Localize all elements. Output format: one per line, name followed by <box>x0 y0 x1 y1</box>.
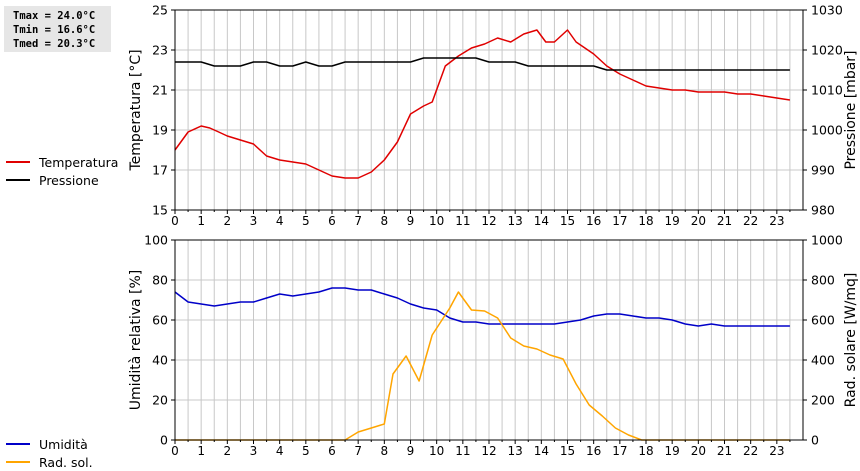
x-tick-label: 8 <box>381 444 389 458</box>
series-line-pressione <box>175 57 790 71</box>
x-tick-label: 21 <box>717 444 732 458</box>
x-tick-label: 0 <box>171 444 179 458</box>
x-tick-label: 4 <box>276 214 284 228</box>
x-tick-label: 14 <box>534 214 549 228</box>
chart-top: 0 1 2 3 4 5 6 7 8 9 10 11 12 13 14 15 16 17 18 19 20 21 22 2315… <box>128 3 859 229</box>
y2-tick-label: 200 <box>811 393 835 408</box>
y2-tick-label: 990 <box>811 163 835 178</box>
x-tick-label: 10 <box>429 214 444 228</box>
y-tick-label: 17 <box>152 163 168 178</box>
y-tick-label: 15 <box>152 203 168 218</box>
x-tick-label: 1 <box>197 444 205 458</box>
x-tick-label: 3 <box>250 444 258 458</box>
x-tick-label: 13 <box>508 214 523 228</box>
legend-swatch-rad-sol <box>6 461 30 463</box>
legend-label-pressione: Pressione <box>39 172 99 188</box>
x-tick-label: 16 <box>586 214 601 228</box>
y-tick-label: 23 <box>152 43 168 58</box>
series-line-temperatura <box>174 29 791 179</box>
x-tick-label: 4 <box>276 444 284 458</box>
x-tick-label: 2 <box>224 214 232 228</box>
legend-item-umidita: Umidità <box>6 435 93 453</box>
y2-tick-label: 600 <box>811 313 835 328</box>
x-tick-label: 17 <box>612 214 627 228</box>
x-tick-label: 18 <box>638 444 653 458</box>
y2-tick-label: 1030 <box>811 3 843 18</box>
x-tick-label: 1 <box>197 214 205 228</box>
x-tick-label: 7 <box>354 444 362 458</box>
x-tick-label: 14 <box>534 444 549 458</box>
y-tick-label: 60 <box>152 313 168 328</box>
y2-tick-label: 0 <box>811 433 819 448</box>
series-line-rad-sol- <box>175 291 790 441</box>
y2-tick-label: 1020 <box>811 43 843 58</box>
stat-tmed: Tmed = 20.3°C <box>13 38 96 50</box>
x-tick-label: 3 <box>250 214 258 228</box>
y-tick-label: 19 <box>152 123 168 138</box>
x-tick-label: 18 <box>638 214 653 228</box>
x-tick-label: 2 <box>224 444 232 458</box>
legend-label-temperatura: Temperatura <box>39 154 119 170</box>
y2-tick-label: 1010 <box>811 83 843 98</box>
y-tick-label: 20 <box>152 393 168 408</box>
x-tick-label: 9 <box>407 214 415 228</box>
x-tick-label: 23 <box>769 214 784 228</box>
chart-bottom: 0 1 2 3 4 5 6 7 8 9 10 11 12 13 14 15 16 17 18 19 20 21 22 2302… <box>128 233 859 459</box>
x-tick-label: 15 <box>560 444 575 458</box>
y-tick-label: 80 <box>152 273 168 288</box>
x-tick-label: 11 <box>455 214 470 228</box>
x-tick-label: 6 <box>328 214 336 228</box>
legend-swatch-pressione <box>6 179 30 181</box>
y-tick-label: 40 <box>152 353 168 368</box>
x-tick-label: 11 <box>455 444 470 458</box>
x-tick-label: 6 <box>328 444 336 458</box>
x-tick-label: 19 <box>665 444 680 458</box>
y2-axis-title: Pressione [mbar] <box>843 50 859 169</box>
y-axis-title: Umidità relativa [%] <box>128 270 144 411</box>
x-tick-label: 20 <box>691 214 706 228</box>
y-axis-title: Temperatura [°C] <box>128 49 144 171</box>
y-tick-label: 0 <box>160 433 168 448</box>
y-tick-label: 25 <box>152 3 168 18</box>
legend-swatch-umidita <box>6 443 30 445</box>
x-tick-label: 5 <box>302 214 310 228</box>
x-tick-label: 8 <box>381 214 389 228</box>
x-tick-label: 10 <box>429 444 444 458</box>
y2-tick-label: 1000 <box>811 123 843 138</box>
y-tick-label: 21 <box>152 83 168 98</box>
x-tick-label: 22 <box>743 444 758 458</box>
y2-tick-label: 1000 <box>811 233 843 248</box>
legend-swatch-temperatura <box>6 161 30 163</box>
legend-top: Temperatura Pressione <box>6 153 118 189</box>
y2-axis-title: Rad. solare [W/mq] <box>843 273 859 408</box>
x-tick-label: 17 <box>612 444 627 458</box>
x-tick-label: 13 <box>508 444 523 458</box>
stats-box: Tmax = 24.0°C Tmin = 16.6°C Tmed = 20.3°… <box>4 6 111 52</box>
x-tick-label: 12 <box>481 214 496 228</box>
x-tick-label: 20 <box>691 444 706 458</box>
y2-tick-label: 980 <box>811 203 835 218</box>
series-line-umidit- <box>174 287 790 327</box>
y2-tick-label: 800 <box>811 273 835 288</box>
x-tick-label: 22 <box>743 214 758 228</box>
x-tick-label: 23 <box>769 444 784 458</box>
x-tick-label: 15 <box>560 214 575 228</box>
x-tick-label: 7 <box>354 214 362 228</box>
x-tick-label: 21 <box>717 214 732 228</box>
charts-canvas: 0 1 2 3 4 5 6 7 8 9 10 11 12 13 14 15 16 17 18 19 20 21 22 2315… <box>128 3 859 459</box>
y2-tick-label: 400 <box>811 353 835 368</box>
x-tick-label: 5 <box>302 444 310 458</box>
legend-item-temperatura: Temperatura <box>6 153 118 171</box>
legend-item-pressione: Pressione <box>6 171 118 189</box>
legend-label-umidita: Umidità <box>39 436 88 452</box>
stat-tmax: Tmax = 24.0°C <box>13 10 96 22</box>
x-tick-label: 16 <box>586 444 601 458</box>
y-tick-label: 100 <box>144 233 168 248</box>
stat-tmin: Tmin = 16.6°C <box>13 24 96 36</box>
x-tick-label: 12 <box>481 444 496 458</box>
x-tick-label: 19 <box>665 214 680 228</box>
x-tick-label: 0 <box>171 214 179 228</box>
x-tick-label: 9 <box>407 444 415 458</box>
